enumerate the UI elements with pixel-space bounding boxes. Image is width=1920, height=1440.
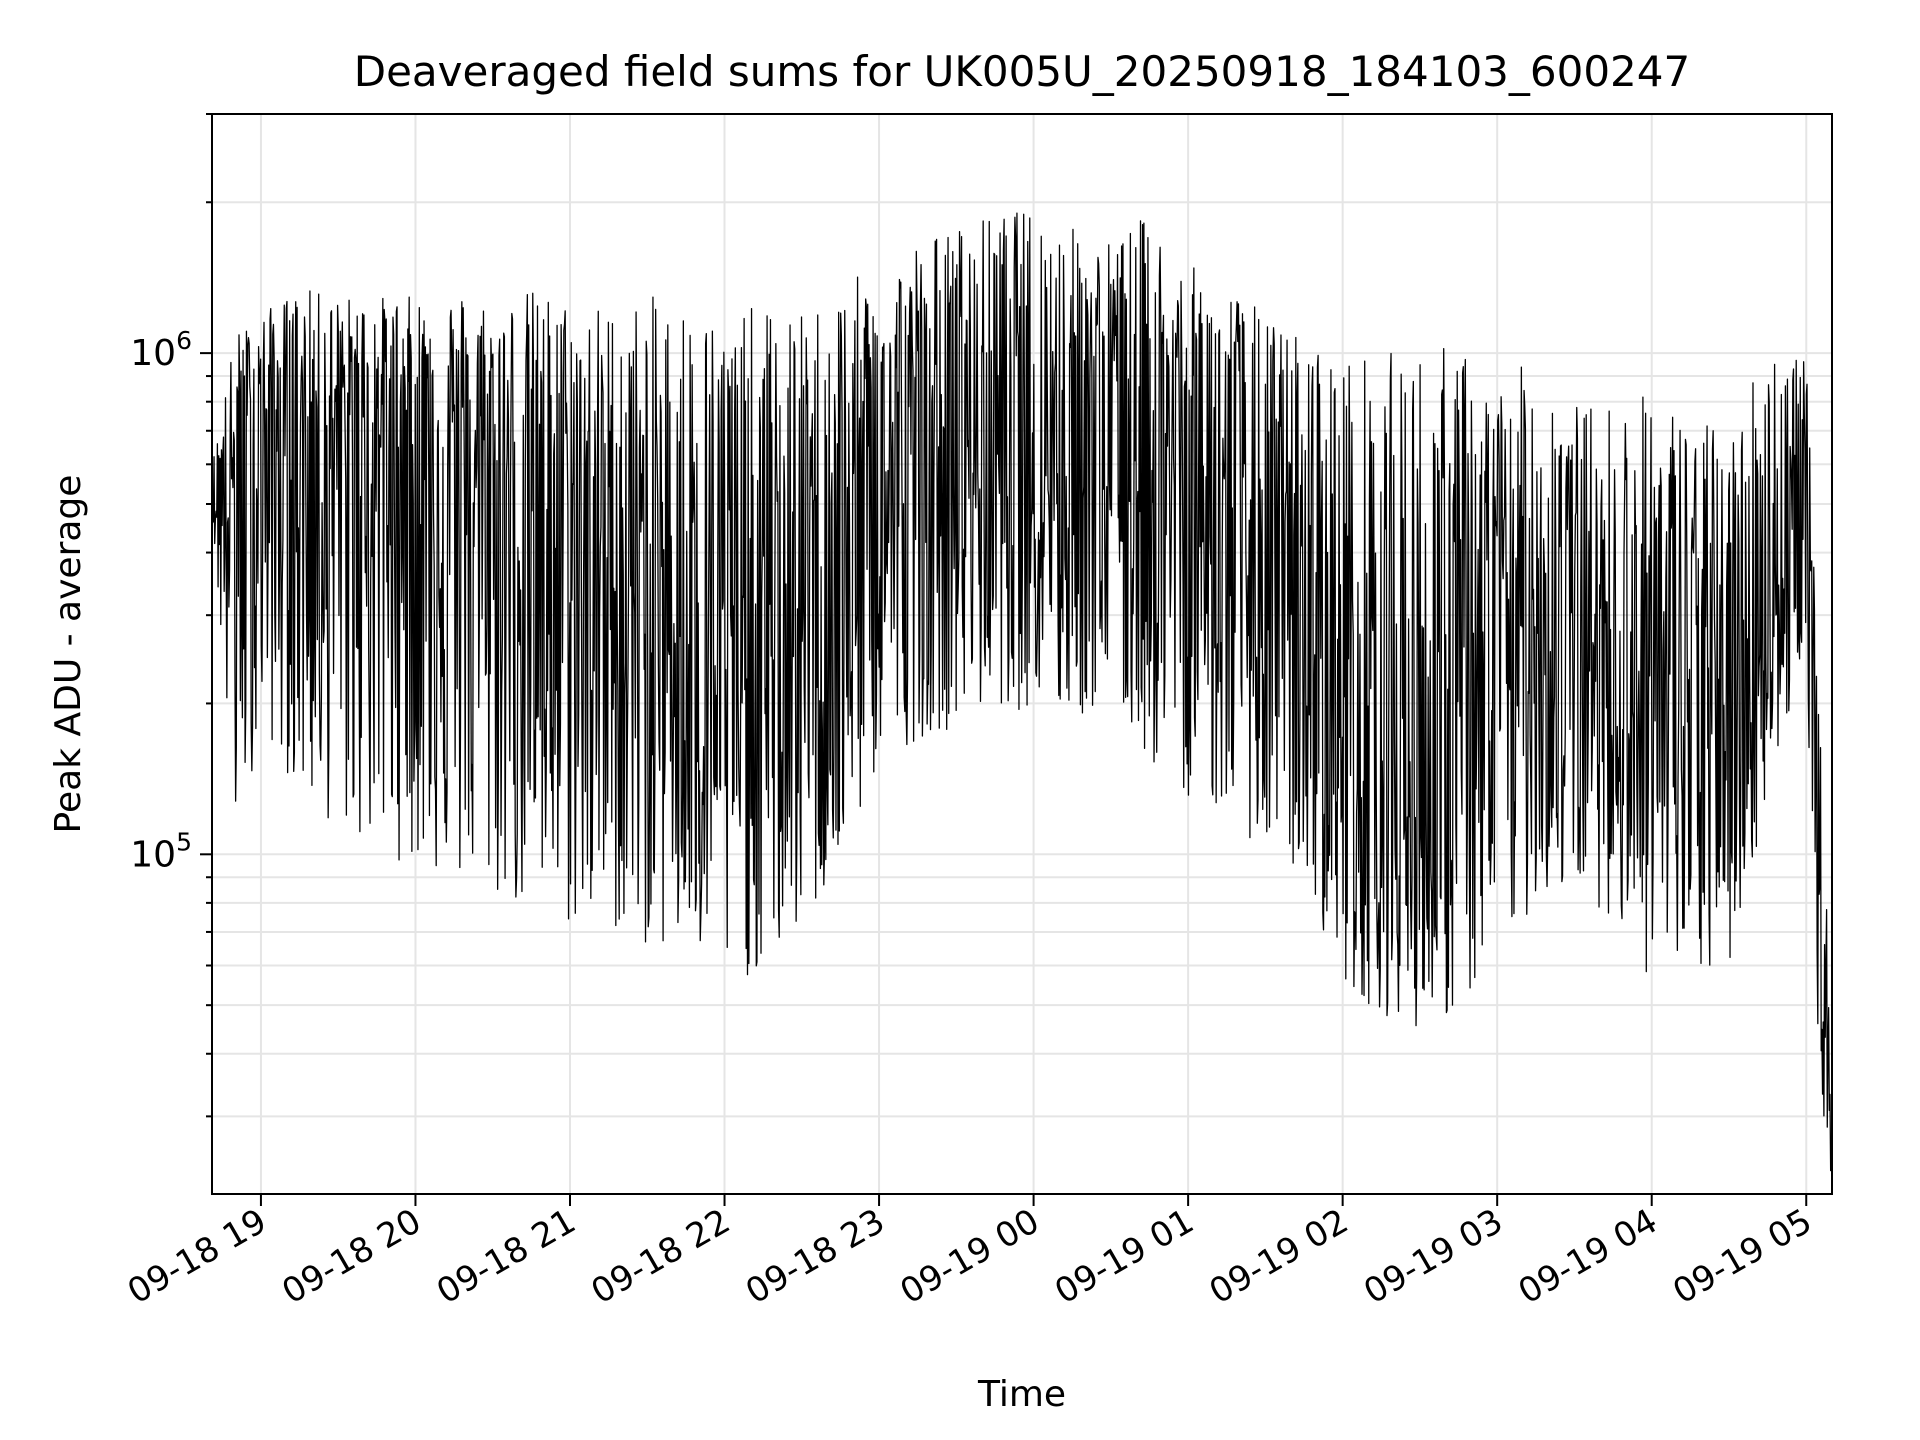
y-tick-exponent: 5 bbox=[176, 827, 192, 856]
x-tick-label: 09-18 23 bbox=[739, 1201, 891, 1312]
x-tick-label: 09-19 02 bbox=[1203, 1201, 1355, 1312]
y-tick-label: 105 bbox=[130, 827, 192, 875]
x-tick-label: 09-19 00 bbox=[894, 1201, 1046, 1312]
x-tick-label: 09-18 21 bbox=[430, 1201, 582, 1312]
x-tick-label: 09-18 20 bbox=[276, 1201, 428, 1312]
x-axis: 09-18 19 09-18 20 09-18 21 09-18 22 09-18 23… bbox=[121, 1194, 1819, 1312]
y-axis-label: Peak ADU - average bbox=[48, 475, 89, 834]
y-tick-exponent: 6 bbox=[176, 326, 192, 355]
x-tick-label: 09-19 04 bbox=[1512, 1201, 1664, 1312]
y-tick-base: 10 bbox=[130, 333, 176, 374]
x-axis-label: Time bbox=[977, 1374, 1066, 1415]
y-tick-label: 106 bbox=[130, 326, 192, 374]
chart-title: Deaveraged field sums for UK005U_2025091… bbox=[354, 47, 1690, 96]
plot-area-frame bbox=[211, 113, 1833, 1195]
x-tick-label: 09-19 03 bbox=[1357, 1201, 1509, 1312]
x-tick-label: 09-19 05 bbox=[1666, 1201, 1818, 1312]
x-tick-label: 09-18 22 bbox=[585, 1201, 737, 1312]
x-tick-label: 09-18 19 bbox=[121, 1201, 273, 1312]
series-line bbox=[212, 212, 1832, 1172]
series-layer bbox=[212, 212, 1832, 1172]
y-tick-base: 10 bbox=[130, 834, 176, 875]
x-tick-label: 09-19 01 bbox=[1048, 1201, 1200, 1312]
